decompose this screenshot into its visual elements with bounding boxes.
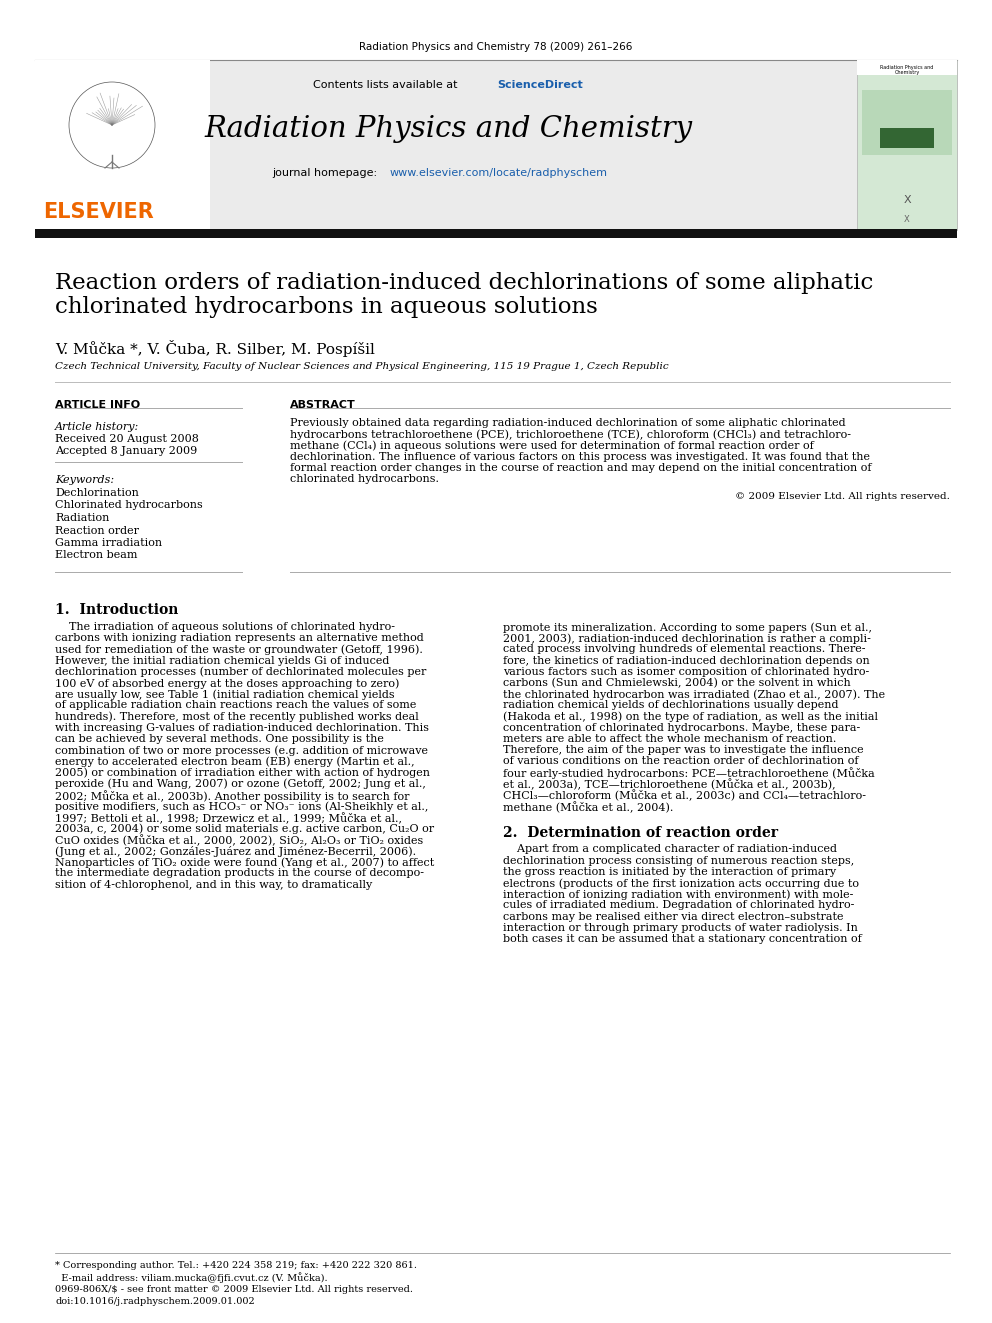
Text: E-mail address: viliam.mucka@fjfi.cvut.cz (V. Můčka).: E-mail address: viliam.mucka@fjfi.cvut.c… bbox=[55, 1271, 327, 1283]
Text: the chlorinated hydrocarbon was irradiated (Zhao et al., 2007). The: the chlorinated hydrocarbon was irradiat… bbox=[503, 689, 885, 700]
Text: both cases it can be assumed that a stationary concentration of: both cases it can be assumed that a stat… bbox=[503, 934, 862, 945]
Text: ARTICLE INFO: ARTICLE INFO bbox=[55, 400, 140, 410]
Text: meters are able to affect the whole mechanism of reaction.: meters are able to affect the whole mech… bbox=[503, 734, 836, 744]
Text: four early-studied hydrocarbons: PCE—tetrachloroethene (Můčka: four early-studied hydrocarbons: PCE—tet… bbox=[503, 767, 875, 779]
Text: 100 eV of absorbed energy at the doses approaching to zero): 100 eV of absorbed energy at the doses a… bbox=[55, 677, 400, 688]
Text: positive modifiers, such as HCO₃⁻ or NO₃⁻ ions (Al-Sheikhly et al.,: positive modifiers, such as HCO₃⁻ or NO₃… bbox=[55, 802, 429, 812]
Text: Radiation Physics and Chemistry 78 (2009) 261–266: Radiation Physics and Chemistry 78 (2009… bbox=[359, 42, 633, 52]
Bar bbox=[35, 60, 857, 230]
Text: chlorinated hydrocarbons.: chlorinated hydrocarbons. bbox=[290, 474, 439, 484]
Text: carbons with ionizing radiation represents an alternative method: carbons with ionizing radiation represen… bbox=[55, 634, 424, 643]
Text: Gamma irradiation: Gamma irradiation bbox=[55, 538, 162, 548]
Text: with increasing G-values of radiation-induced dechlorination. This: with increasing G-values of radiation-in… bbox=[55, 722, 429, 733]
Text: 2003a, c, 2004) or some solid materials e.g. active carbon, Cu₂O or: 2003a, c, 2004) or some solid materials … bbox=[55, 824, 434, 835]
Text: dechlorination. The influence of various factors on this process was investigate: dechlorination. The influence of various… bbox=[290, 451, 870, 462]
Bar bbox=[35, 229, 957, 238]
Text: Chlorinated hydrocarbons: Chlorinated hydrocarbons bbox=[55, 500, 202, 511]
Text: sition of 4-chlorophenol, and in this way, to dramatically: sition of 4-chlorophenol, and in this wa… bbox=[55, 880, 372, 889]
Text: energy to accelerated electron beam (EB) energy (Martin et al.,: energy to accelerated electron beam (EB)… bbox=[55, 757, 415, 767]
Text: ELSEVIER: ELSEVIER bbox=[43, 202, 154, 222]
Text: dechlorination process consisting of numerous reaction steps,: dechlorination process consisting of num… bbox=[503, 856, 854, 865]
Text: peroxide (Hu and Wang, 2007) or ozone (Getoff, 2002; Jung et al.,: peroxide (Hu and Wang, 2007) or ozone (G… bbox=[55, 779, 426, 790]
Text: X: X bbox=[903, 194, 911, 205]
Text: can be achieved by several methods. One possibility is the: can be achieved by several methods. One … bbox=[55, 734, 384, 744]
Text: CHCl₃—chloroform (Můčka et al., 2003c) and CCl₄—tetrachloro-: CHCl₃—chloroform (Můčka et al., 2003c) a… bbox=[503, 790, 866, 802]
Text: V. Můčka *, V. Čuba, R. Silber, M. Pospíšil: V. Můčka *, V. Čuba, R. Silber, M. Pospí… bbox=[55, 340, 375, 357]
Text: Chemistry: Chemistry bbox=[895, 70, 920, 75]
Text: (Hakoda et al., 1998) on the type of radiation, as well as the initial: (Hakoda et al., 1998) on the type of rad… bbox=[503, 712, 878, 722]
Text: Received 20 August 2008: Received 20 August 2008 bbox=[55, 434, 198, 445]
Text: Contents lists available at: Contents lists available at bbox=[313, 79, 461, 90]
Text: The irradiation of aqueous solutions of chlorinated hydro-: The irradiation of aqueous solutions of … bbox=[55, 622, 395, 632]
Text: Radiation Physics and: Radiation Physics and bbox=[880, 65, 933, 70]
Text: 2002; Můčka et al., 2003b). Another possibility is to search for: 2002; Můčka et al., 2003b). Another poss… bbox=[55, 790, 410, 802]
Text: Czech Technical University, Faculty of Nuclear Sciences and Physical Engineering: Czech Technical University, Faculty of N… bbox=[55, 363, 669, 370]
Bar bbox=[35, 60, 210, 230]
Text: formal reaction order changes in the course of reaction and may depend on the in: formal reaction order changes in the cou… bbox=[290, 463, 872, 472]
Text: (Jung et al., 2002; Gonzáles-Juárez and Jiménez-Becerril, 2006).: (Jung et al., 2002; Gonzáles-Juárez and … bbox=[55, 845, 416, 857]
Text: interaction of ionizing radiation with environment) with mole-: interaction of ionizing radiation with e… bbox=[503, 889, 853, 900]
Text: used for remediation of the waste or groundwater (Getoff, 1996).: used for remediation of the waste or gro… bbox=[55, 644, 423, 655]
Text: Therefore, the aim of the paper was to investigate the influence: Therefore, the aim of the paper was to i… bbox=[503, 745, 864, 755]
Text: concentration of chlorinated hydrocarbons. Maybe, these para-: concentration of chlorinated hydrocarbon… bbox=[503, 722, 860, 733]
Bar bbox=[880, 128, 934, 148]
Text: Dechlorination: Dechlorination bbox=[55, 488, 139, 497]
Text: of applicable radiation chain reactions reach the values of some: of applicable radiation chain reactions … bbox=[55, 700, 417, 710]
Text: Reaction order: Reaction order bbox=[55, 525, 139, 536]
Text: www.elsevier.com/locate/radphyschem: www.elsevier.com/locate/radphyschem bbox=[390, 168, 608, 179]
Text: Electron beam: Electron beam bbox=[55, 550, 138, 561]
Text: Nanoparticles of TiO₂ oxide were found (Yang et al., 2007) to affect: Nanoparticles of TiO₂ oxide were found (… bbox=[55, 857, 434, 868]
Text: However, the initial radiation chemical yields Gi of induced: However, the initial radiation chemical … bbox=[55, 656, 390, 665]
Text: Reaction orders of radiation-induced dechlorinations of some aliphatic: Reaction orders of radiation-induced dec… bbox=[55, 273, 873, 294]
Text: doi:10.1016/j.radphyschem.2009.01.002: doi:10.1016/j.radphyschem.2009.01.002 bbox=[55, 1297, 255, 1306]
Text: 1.  Introduction: 1. Introduction bbox=[55, 603, 179, 617]
Text: radiation chemical yields of dechlorinations usually depend: radiation chemical yields of dechlorinat… bbox=[503, 700, 838, 710]
Text: methane (CCl₄) in aqueous solutions were used for determination of formal reacti: methane (CCl₄) in aqueous solutions were… bbox=[290, 441, 813, 451]
Text: journal homepage:: journal homepage: bbox=[272, 168, 381, 179]
Bar bbox=[857, 60, 957, 230]
Text: methane (Můčka et al., 2004).: methane (Můčka et al., 2004). bbox=[503, 802, 674, 812]
Text: ABSTRACT: ABSTRACT bbox=[290, 400, 356, 410]
Text: Apart from a complicated character of radiation-induced: Apart from a complicated character of ra… bbox=[503, 844, 837, 855]
Text: hundreds). Therefore, most of the recently published works deal: hundreds). Therefore, most of the recent… bbox=[55, 712, 419, 722]
Text: electrons (products of the first ionization acts occurring due to: electrons (products of the first ionizat… bbox=[503, 878, 859, 889]
Text: Accepted 8 January 2009: Accepted 8 January 2009 bbox=[55, 446, 197, 456]
Text: 2005) or combination of irradiation either with action of hydrogen: 2005) or combination of irradiation eith… bbox=[55, 767, 430, 778]
Text: promote its mineralization. According to some papers (Sun et al.,: promote its mineralization. According to… bbox=[503, 622, 872, 632]
Text: X: X bbox=[904, 216, 910, 224]
Text: * Corresponding author. Tel.: +420 224 358 219; fax: +420 222 320 861.: * Corresponding author. Tel.: +420 224 3… bbox=[55, 1261, 417, 1270]
Bar bbox=[862, 90, 952, 155]
Text: Keywords:: Keywords: bbox=[55, 475, 114, 486]
Text: the intermediate degradation products in the course of decompo-: the intermediate degradation products in… bbox=[55, 868, 424, 878]
Text: various factors such as isomer composition of chlorinated hydro-: various factors such as isomer compositi… bbox=[503, 667, 869, 677]
Text: the gross reaction is initiated by the interaction of primary: the gross reaction is initiated by the i… bbox=[503, 867, 836, 877]
Text: are usually low, see Table 1 (initial radiation chemical yields: are usually low, see Table 1 (initial ra… bbox=[55, 689, 395, 700]
Text: Previously obtained data regarding radiation-induced dechlorination of some alip: Previously obtained data regarding radia… bbox=[290, 418, 845, 429]
Text: cules of irradiated medium. Degradation of chlorinated hydro-: cules of irradiated medium. Degradation … bbox=[503, 901, 854, 910]
Text: 1997; Bettoli et al., 1998; Drzewicz et al., 1999; Můčka et al.,: 1997; Bettoli et al., 1998; Drzewicz et … bbox=[55, 812, 402, 824]
Text: dechlorination processes (number of dechlorinated molecules per: dechlorination processes (number of dech… bbox=[55, 667, 427, 677]
Text: interaction or through primary products of water radiolysis. In: interaction or through primary products … bbox=[503, 923, 858, 933]
Text: chlorinated hydrocarbons in aqueous solutions: chlorinated hydrocarbons in aqueous solu… bbox=[55, 296, 598, 318]
Text: 0969-806X/$ - see front matter © 2009 Elsevier Ltd. All rights reserved.: 0969-806X/$ - see front matter © 2009 El… bbox=[55, 1285, 413, 1294]
Text: carbons may be realised either via direct electron–substrate: carbons may be realised either via direc… bbox=[503, 912, 843, 922]
Text: hydrocarbons tetrachloroethene (PCE), trichloroethene (TCE), chloroform (CHCl₃) : hydrocarbons tetrachloroethene (PCE), tr… bbox=[290, 429, 851, 439]
Text: 2.  Determination of reaction order: 2. Determination of reaction order bbox=[503, 827, 778, 840]
Text: 2001, 2003), radiation-induced dechlorination is rather a compli-: 2001, 2003), radiation-induced dechlorin… bbox=[503, 634, 871, 644]
Text: of various conditions on the reaction order of dechlorination of: of various conditions on the reaction or… bbox=[503, 757, 858, 766]
Text: combination of two or more processes (e.g. addition of microwave: combination of two or more processes (e.… bbox=[55, 745, 428, 755]
Text: et al., 2003a), TCE—trichloroethene (Můčka et al., 2003b),: et al., 2003a), TCE—trichloroethene (Můč… bbox=[503, 779, 835, 790]
Text: carbons (Sun and Chmielewski, 2004) or the solvent in which: carbons (Sun and Chmielewski, 2004) or t… bbox=[503, 677, 851, 688]
Text: ScienceDirect: ScienceDirect bbox=[497, 79, 582, 90]
Text: Article history:: Article history: bbox=[55, 422, 139, 433]
Text: Radiation Physics and Chemistry: Radiation Physics and Chemistry bbox=[204, 115, 692, 143]
Text: fore, the kinetics of radiation-induced dechlorination depends on: fore, the kinetics of radiation-induced … bbox=[503, 656, 870, 665]
Bar bbox=[857, 60, 957, 75]
Text: © 2009 Elsevier Ltd. All rights reserved.: © 2009 Elsevier Ltd. All rights reserved… bbox=[735, 492, 950, 501]
Text: cated process involving hundreds of elemental reactions. There-: cated process involving hundreds of elem… bbox=[503, 644, 865, 655]
Text: CuO oxides (Můčka et al., 2000, 2002), SiO₂, Al₂O₃ or TiO₂ oxides: CuO oxides (Můčka et al., 2000, 2002), S… bbox=[55, 835, 424, 847]
Text: Radiation: Radiation bbox=[55, 513, 109, 523]
